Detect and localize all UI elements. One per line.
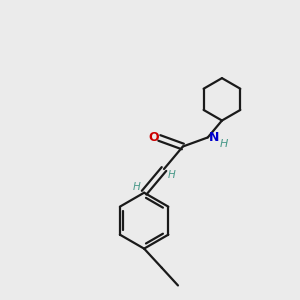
Text: H: H [220, 139, 228, 149]
Text: O: O [149, 130, 159, 143]
Text: N: N [209, 131, 219, 144]
Text: H: H [167, 170, 175, 180]
Text: H: H [133, 182, 141, 192]
